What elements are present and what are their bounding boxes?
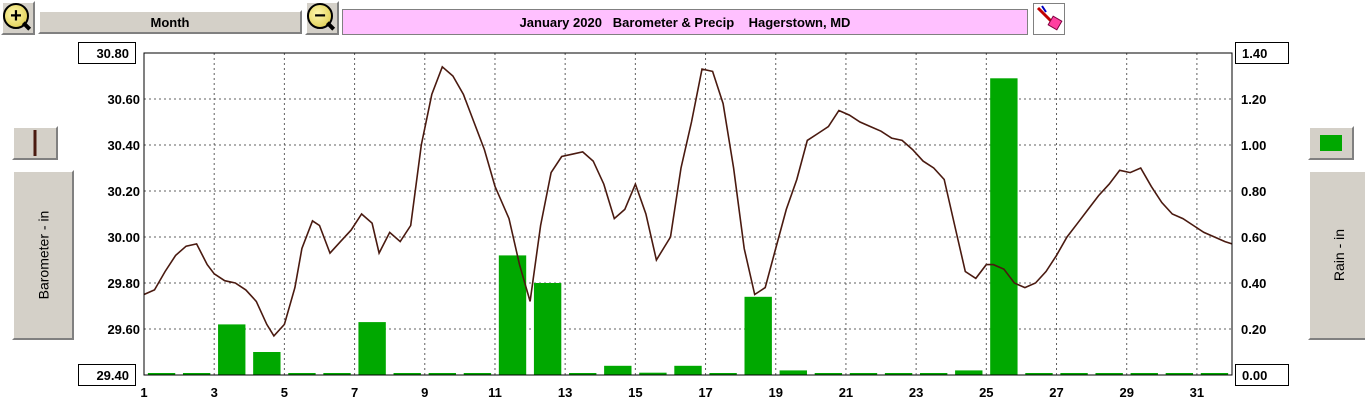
zoom-out-icon: − <box>307 3 333 29</box>
rain-bar-day-20 <box>814 373 843 375</box>
rain-bar-day-17 <box>709 373 737 375</box>
rain-bar-day-5 <box>288 373 316 375</box>
rain-bar-day-23 <box>919 373 948 375</box>
zoom-in-button[interactable]: + <box>1 1 35 35</box>
rain-bar-day-9 <box>428 373 457 375</box>
left-axis-label-button[interactable]: Barometer - in <box>12 170 74 340</box>
rain-bar-day-29 <box>1130 373 1158 375</box>
x-tick-label: 13 <box>557 385 573 400</box>
rain-bar-day-27 <box>1060 373 1088 375</box>
rain-bar-day-25 <box>990 78 1018 376</box>
barometer-color-button[interactable] <box>12 126 58 160</box>
rain-bar-day-18 <box>744 296 772 375</box>
rain-bar-day-13 <box>569 373 597 375</box>
x-tick-label: 29 <box>1119 385 1134 400</box>
y-right-tick-bottom: 0.00 <box>1235 364 1289 386</box>
plot-frame <box>143 52 1233 376</box>
rain-bar-day-22 <box>884 373 913 375</box>
barometer-line <box>143 65 1233 338</box>
rain-bar-day-11 <box>498 255 527 375</box>
barometer-line-swatch <box>33 130 37 156</box>
x-tick-label: 1 <box>140 385 148 400</box>
y-right-tick-label: 0.20 <box>1241 322 1266 337</box>
x-tick-label: 27 <box>1049 385 1064 400</box>
x-tick-label: 31 <box>1189 385 1205 400</box>
rain-bar-day-2 <box>182 373 211 375</box>
rain-bar-day-16 <box>674 365 702 375</box>
x-tick-label: 19 <box>768 385 783 400</box>
x-tick-label: 11 <box>488 385 502 400</box>
y-tick-labels: 30.60 1.20 30.40 1.00 30.20 0.80 30.00 0.60 29.8… <box>107 92 1266 337</box>
rain-bar-day-30 <box>1165 373 1194 375</box>
x-tick-label: 17 <box>698 385 713 400</box>
y-right-tick-label: 0.60 <box>1241 230 1266 245</box>
rain-bar-day-10 <box>463 373 492 375</box>
rain-bar-day-8 <box>393 373 421 375</box>
rain-bar-day-24 <box>955 370 983 375</box>
y-right-tick-top: 1.40 <box>1235 42 1289 64</box>
x-tick-label: 9 <box>421 385 429 400</box>
y-right-tick-label: 0.80 <box>1241 184 1266 199</box>
paint-tool-button[interactable] <box>1033 3 1065 35</box>
rain-bar-day-6 <box>323 373 351 375</box>
paint-tool-icon <box>1036 5 1063 31</box>
rain-bar-day-7 <box>358 322 386 375</box>
y-left-tick-label: 29.60 <box>107 322 140 337</box>
right-axis-label-button[interactable]: Rain - in <box>1308 170 1365 340</box>
grid <box>144 53 1232 375</box>
rain-bar-day-1 <box>147 373 176 375</box>
y-left-tick-bottom: 29.40 <box>78 364 136 386</box>
period-month-button[interactable]: Month <box>38 10 302 34</box>
rain-bar-day-4 <box>253 352 281 375</box>
x-tick-label: 15 <box>628 385 643 400</box>
x-tick-label: 3 <box>210 385 218 400</box>
rain-bar-day-31 <box>1200 373 1229 375</box>
y-left-tick-label: 29.80 <box>107 276 140 291</box>
rain-bar-swatch <box>1320 135 1342 151</box>
y-left-tick-label: 30.00 <box>107 230 140 245</box>
x-tick-label: 25 <box>979 385 994 400</box>
y-left-tick-top: 30.80 <box>78 42 136 64</box>
rain-bar-day-12 <box>533 283 562 375</box>
x-tick-label: 23 <box>908 385 924 400</box>
y-left-tick-label: 30.40 <box>107 138 140 153</box>
rain-bar-day-14 <box>604 365 632 375</box>
y-right-tick-label: 0.40 <box>1241 276 1266 291</box>
zoom-out-button[interactable]: − <box>305 1 339 35</box>
rain-bar-day-15 <box>639 372 667 375</box>
x-tick-label: 21 <box>838 385 854 400</box>
rain-bar-day-28 <box>1095 373 1123 375</box>
rain-bar-day-26 <box>1025 373 1053 375</box>
chart-title: January 2020 Barometer & Precip Hagersto… <box>342 9 1028 35</box>
y-right-tick-label: 1.00 <box>1241 138 1266 153</box>
x-tick-label: 7 <box>350 385 359 400</box>
y-right-tick-label: 1.20 <box>1241 92 1266 107</box>
rain-bar-day-21 <box>849 373 878 375</box>
x-tick-label: 5 <box>280 385 288 400</box>
rain-bar-day-3 <box>218 324 246 375</box>
y-left-tick-label: 30.60 <box>107 92 140 107</box>
rain-color-button[interactable] <box>1308 126 1354 160</box>
rain-bars <box>147 78 1229 376</box>
y-left-tick-label: 30.20 <box>107 184 140 199</box>
month-button-label: Month <box>150 14 190 30</box>
rain-bar-day-19 <box>779 370 807 375</box>
zoom-in-icon: + <box>3 3 29 29</box>
